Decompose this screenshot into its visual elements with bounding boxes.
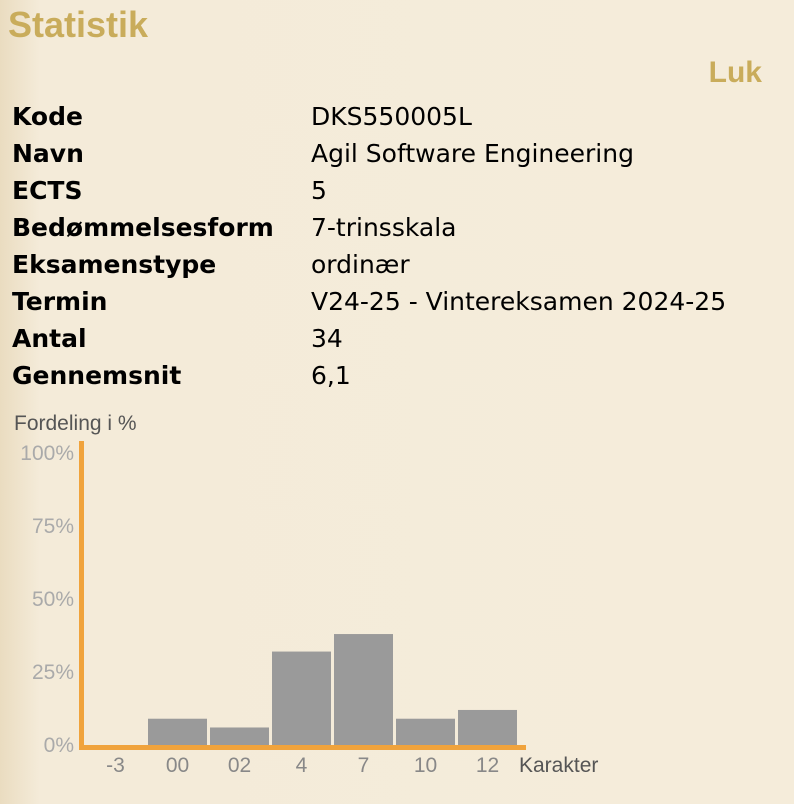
y-axis <box>79 441 84 749</box>
bar-00 <box>148 718 207 745</box>
info-label: Antal <box>12 324 87 353</box>
bar-7 <box>334 634 393 745</box>
info-row: Gennemsnit 6,1 <box>12 357 726 394</box>
page-title: Statistik <box>8 4 149 45</box>
grade-distribution-chart: 0% 25% 50% 75% 100% -3 00 02 4 7 10 12 Karakter <box>20 441 598 777</box>
x-axis-label: Karakter <box>519 754 598 777</box>
info-label: Bedømmelsesform <box>12 213 274 242</box>
info-value: 6,1 <box>311 361 351 390</box>
bar-4 <box>272 651 331 745</box>
x-tick-label: 02 <box>228 754 251 777</box>
x-tick-label: -3 <box>106 754 125 777</box>
x-tick-label: 10 <box>414 754 437 777</box>
info-value: DKS550005L <box>311 102 472 131</box>
info-row: Eksamenstype ordinær <box>12 246 726 283</box>
info-row: Kode DKS550005L <box>12 98 726 135</box>
info-row: Termin V24-25 - Vintereksamen 2024-25 <box>12 283 726 320</box>
info-row: ECTS 5 <box>12 172 726 209</box>
info-value: Agil Software Engineering <box>311 139 634 168</box>
info-value: 5 <box>311 176 327 205</box>
info-row: Bedømmelsesform 7-trinsskala <box>12 209 726 246</box>
bar-12 <box>458 709 517 745</box>
info-label: Eksamenstype <box>12 250 217 279</box>
close-link[interactable]: Luk <box>708 56 762 89</box>
y-tick-label: 100% <box>20 442 74 465</box>
y-tick-label: 25% <box>32 661 74 684</box>
y-tick-label: 0% <box>44 734 74 757</box>
bar-02 <box>210 727 269 745</box>
info-value: 34 <box>311 324 343 353</box>
x-axis <box>79 745 526 750</box>
y-tick-label: 50% <box>32 588 74 611</box>
y-tick-label: 75% <box>32 515 74 538</box>
info-label: Termin <box>12 287 108 316</box>
info-row: Navn Agil Software Engineering <box>12 135 726 172</box>
info-value: 7-trinsskala <box>311 213 457 242</box>
info-value: ordinær <box>311 250 410 279</box>
bar-10 <box>396 718 455 745</box>
info-label: Navn <box>12 139 84 168</box>
info-label: ECTS <box>12 176 83 205</box>
x-tick-label: 7 <box>358 754 370 777</box>
chart-title: Fordeling i % <box>14 412 137 435</box>
x-tick-label: 12 <box>476 754 499 777</box>
info-label: Kode <box>12 102 83 131</box>
info-row: Antal 34 <box>12 320 726 357</box>
x-tick-label: 4 <box>296 754 308 777</box>
x-tick-label: 00 <box>166 754 189 777</box>
info-label: Gennemsnit <box>12 361 182 390</box>
info-value: V24-25 - Vintereksamen 2024-25 <box>311 287 727 316</box>
course-info-table: Kode DKS550005L Navn Agil Software Engineer… <box>12 98 726 394</box>
